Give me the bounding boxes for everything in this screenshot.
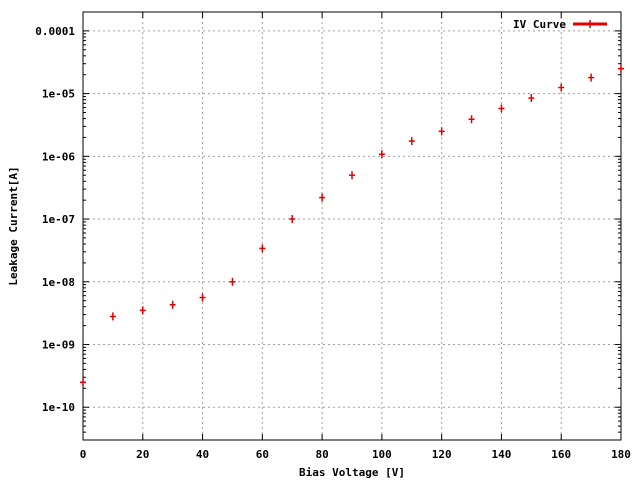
data-point bbox=[289, 215, 296, 224]
plot-frame bbox=[82, 11, 622, 441]
data-point bbox=[349, 171, 355, 180]
x-tick-label: 160 bbox=[551, 448, 571, 461]
data-point bbox=[468, 115, 475, 124]
data-point bbox=[139, 306, 146, 315]
y-tick-label: 1e-06 bbox=[42, 150, 75, 163]
data-point bbox=[169, 300, 176, 309]
data-point bbox=[109, 312, 116, 321]
data-points bbox=[80, 64, 624, 387]
x-tick-label: 20 bbox=[136, 448, 149, 461]
data-point bbox=[229, 277, 236, 286]
grid-lines bbox=[83, 12, 621, 440]
x-tick-label: 60 bbox=[256, 448, 269, 461]
data-point bbox=[558, 83, 565, 92]
x-tick-label: 180 bbox=[611, 448, 631, 461]
data-point bbox=[498, 104, 505, 113]
y-tick-label: 1e-09 bbox=[42, 338, 75, 351]
x-axis-label: Bias Voltage [V] bbox=[299, 466, 405, 479]
legend-label: IV Curve bbox=[513, 18, 566, 31]
data-point bbox=[528, 94, 535, 103]
y-tick-label: 1e-07 bbox=[42, 213, 75, 226]
x-tick-label: 40 bbox=[196, 448, 209, 461]
y-tick-label: 0.0001 bbox=[35, 25, 75, 38]
y-tick-labels: 1e-10 1e-09 1e-08 1e-07 1e-06 1e-05 0.0001 bbox=[35, 25, 75, 414]
y-tick-label: 1e-10 bbox=[42, 401, 75, 414]
x-tick-label: 140 bbox=[492, 448, 512, 461]
legend: IV Curve bbox=[513, 18, 607, 31]
data-point bbox=[319, 193, 326, 202]
x-tick-label: 120 bbox=[432, 448, 452, 461]
y-axis-label: Leakage Current[A] bbox=[7, 166, 20, 285]
x-tick-label: 80 bbox=[315, 448, 328, 461]
x-tick-label: 100 bbox=[372, 448, 392, 461]
y-tick-label: 1e-05 bbox=[42, 88, 75, 101]
axis-ticks bbox=[82, 12, 622, 440]
data-point bbox=[259, 244, 266, 253]
data-point bbox=[80, 378, 86, 387]
x-tick-label: 0 bbox=[80, 448, 87, 461]
data-point bbox=[618, 64, 624, 73]
x-tick-labels: 0 20 40 60 80 100 120 140 160 180 bbox=[80, 448, 631, 461]
y-tick-label: 1e-08 bbox=[42, 276, 75, 289]
data-point bbox=[588, 73, 595, 82]
data-point bbox=[199, 293, 206, 302]
data-point bbox=[438, 127, 445, 136]
data-point bbox=[408, 137, 415, 146]
legend-marker bbox=[587, 20, 593, 28]
data-point bbox=[378, 150, 385, 159]
